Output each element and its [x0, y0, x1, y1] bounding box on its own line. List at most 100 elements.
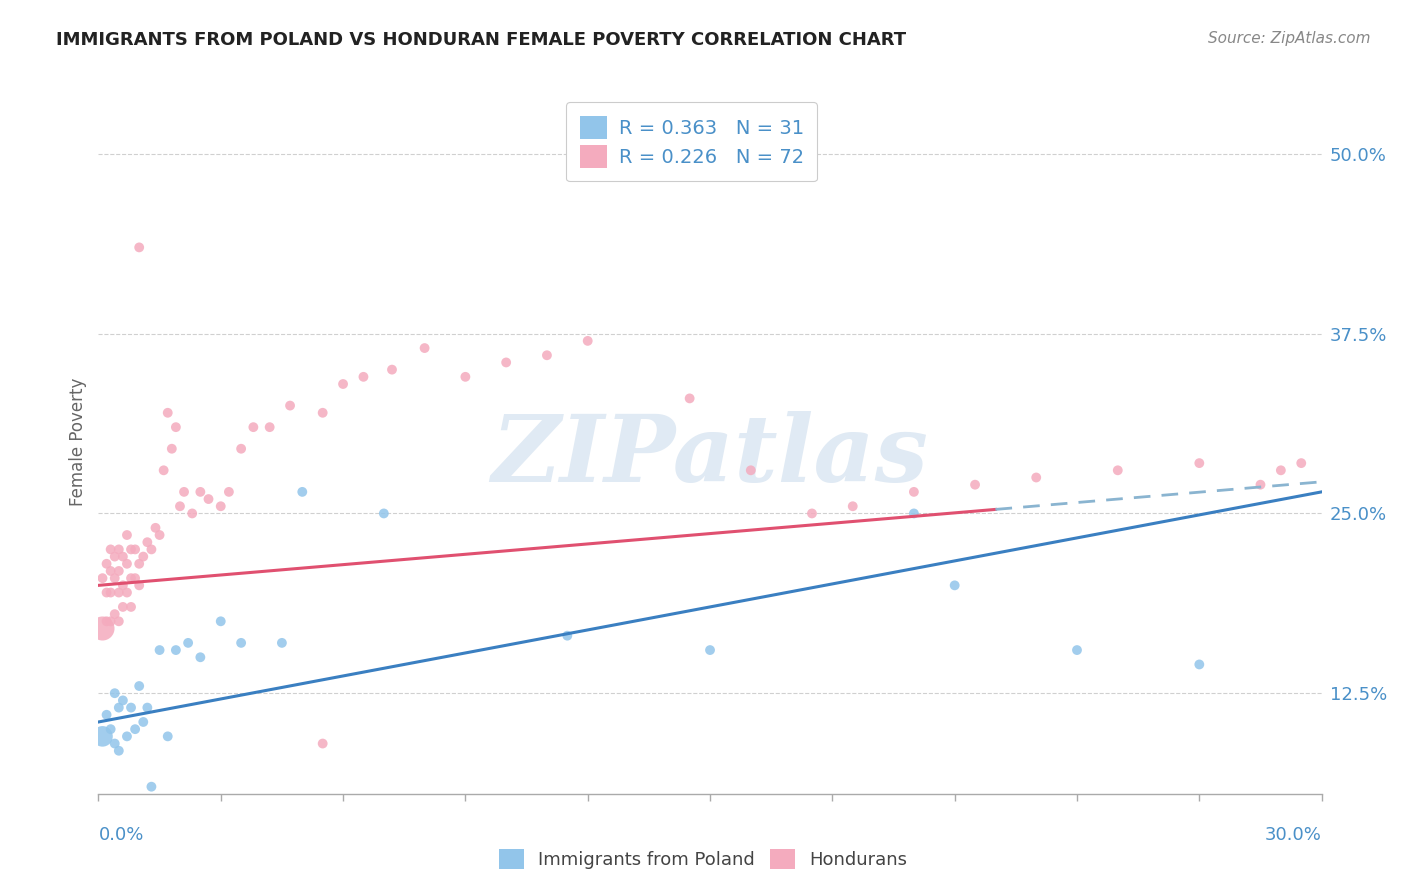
Point: [165, 643, 187, 657]
Legend: Immigrants from Poland, Hondurans: Immigrants from Poland, Hondurans: [489, 839, 917, 879]
Point: [111, 599, 134, 614]
Point: [197, 491, 219, 506]
Point: [454, 369, 477, 384]
Point: [100, 542, 122, 557]
Point: [1107, 463, 1129, 477]
Point: [1188, 657, 1211, 672]
Point: [1249, 477, 1271, 491]
Point: [100, 585, 122, 599]
Point: [332, 377, 354, 392]
Point: [104, 607, 127, 621]
Point: [100, 615, 122, 629]
Point: [115, 730, 138, 744]
Point: [128, 240, 150, 254]
Point: [259, 420, 281, 434]
Point: [91, 622, 114, 636]
Point: [555, 629, 579, 643]
Point: [209, 615, 232, 629]
Point: [128, 578, 150, 592]
Point: [104, 686, 127, 700]
Point: [156, 730, 179, 744]
Point: [679, 392, 702, 406]
Point: [100, 722, 122, 736]
Point: [1270, 463, 1292, 477]
Point: [149, 528, 172, 542]
Point: [495, 355, 517, 369]
Point: [801, 507, 824, 521]
Legend: R = 0.363   N = 31, R = 0.226   N = 72: R = 0.363 N = 31, R = 0.226 N = 72: [567, 103, 817, 181]
Point: [136, 535, 159, 549]
Text: IMMIGRANTS FROM POLAND VS HONDURAN FEMALE POVERTY CORRELATION CHART: IMMIGRANTS FROM POLAND VS HONDURAN FEMAL…: [56, 31, 907, 49]
Point: [699, 643, 721, 657]
Point: [108, 585, 131, 599]
Point: [188, 484, 212, 499]
Point: [104, 571, 127, 585]
Point: [111, 693, 134, 707]
Point: [124, 542, 146, 557]
Point: [104, 549, 127, 564]
Point: [903, 507, 925, 521]
Point: [156, 406, 179, 420]
Point: [96, 585, 118, 599]
Point: [149, 643, 172, 657]
Point: [740, 463, 762, 477]
Point: [218, 484, 240, 499]
Point: [165, 420, 187, 434]
Point: [270, 636, 294, 650]
Point: [141, 780, 163, 794]
Point: [108, 564, 131, 578]
Point: [352, 369, 374, 384]
Point: [231, 636, 253, 650]
Point: [108, 744, 131, 758]
Point: [152, 463, 174, 477]
Point: [91, 571, 114, 585]
Point: [108, 700, 131, 714]
Point: [91, 730, 114, 744]
Point: [128, 679, 150, 693]
Point: [576, 334, 599, 348]
Point: [413, 341, 436, 355]
Point: [381, 362, 404, 376]
Point: [124, 722, 146, 736]
Point: [115, 528, 138, 542]
Text: 30.0%: 30.0%: [1265, 825, 1322, 844]
Point: [120, 542, 142, 557]
Point: [115, 557, 138, 571]
Point: [169, 500, 191, 514]
Text: ZIPatlas: ZIPatlas: [492, 410, 928, 500]
Point: [96, 557, 118, 571]
Point: [124, 571, 146, 585]
Point: [188, 650, 212, 665]
Point: [120, 700, 142, 714]
Point: [104, 737, 127, 751]
Point: [115, 585, 138, 599]
Point: [965, 477, 987, 491]
Y-axis label: Female Poverty: Female Poverty: [69, 377, 87, 506]
Point: [132, 714, 155, 729]
Point: [132, 549, 155, 564]
Point: [96, 615, 118, 629]
Point: [291, 484, 314, 499]
Point: [120, 571, 142, 585]
Point: [160, 442, 183, 456]
Point: [536, 348, 558, 362]
Point: [111, 578, 134, 592]
Point: [136, 700, 159, 714]
Point: [841, 500, 863, 514]
Point: [96, 707, 118, 722]
Point: [209, 500, 232, 514]
Point: [145, 521, 167, 535]
Point: [173, 484, 195, 499]
Point: [903, 484, 925, 499]
Point: [312, 406, 335, 420]
Point: [177, 636, 200, 650]
Point: [108, 615, 131, 629]
Point: [181, 507, 204, 521]
Point: [108, 542, 131, 557]
Text: Source: ZipAtlas.com: Source: ZipAtlas.com: [1208, 31, 1371, 46]
Point: [943, 578, 966, 592]
Point: [128, 557, 150, 571]
Point: [141, 542, 163, 557]
Point: [373, 507, 395, 521]
Point: [120, 599, 142, 614]
